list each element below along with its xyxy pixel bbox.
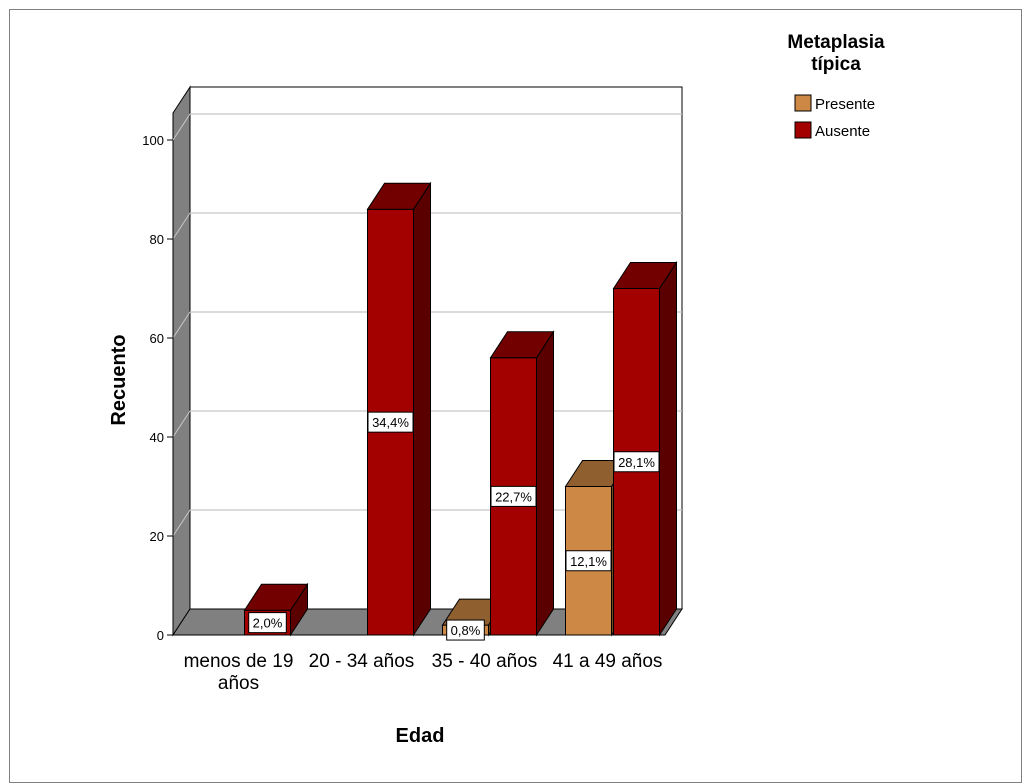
data-label-text: 34,4% — [372, 415, 409, 430]
gridline-side — [172, 509, 191, 537]
data-label-text: 2,0% — [253, 616, 283, 631]
data-label: 34,4% — [367, 411, 414, 433]
data-label-box — [446, 619, 485, 641]
bar-ausente — [612, 260, 678, 637]
bar-ausente-side — [659, 260, 677, 637]
legend-swatch — [794, 94, 812, 112]
y-axis-title: Recuento — [108, 334, 130, 425]
legend-title: típica — [811, 54, 861, 75]
bar-ausente-top — [243, 583, 309, 611]
data-label: 2,0% — [248, 612, 287, 634]
x-tick-label: años — [218, 673, 259, 694]
left-side-wall — [172, 85, 191, 637]
data-label-box — [565, 550, 612, 572]
data-label: 22,7% — [490, 485, 537, 507]
y-tick-label: 100 — [142, 133, 164, 148]
gridline-side — [172, 311, 191, 339]
bar-ausente — [489, 330, 555, 637]
x-tick-label: 35 - 40 años — [432, 651, 538, 672]
y-tick-label: 0 — [157, 628, 164, 643]
data-label-text: 0,8% — [451, 623, 481, 638]
x-axis-title: Edad — [396, 725, 445, 747]
gridline-side — [172, 212, 191, 240]
legend-swatch — [794, 121, 812, 139]
data-label-text: 28,1% — [618, 455, 655, 470]
y-tick-label: 80 — [150, 232, 164, 247]
gridline-side — [172, 113, 191, 141]
x-tick-label: menos de 19 — [184, 651, 294, 672]
x-tick-label: 41 a 49 años — [553, 651, 663, 672]
bar-ausente-top — [366, 182, 432, 210]
bar-ausente-top — [489, 331, 555, 359]
data-label: 12,1% — [565, 550, 612, 572]
legend-entry: Ausente — [815, 123, 870, 140]
y-tick-label: 40 — [150, 430, 164, 445]
data-label-box — [367, 411, 414, 433]
bar-ausente-side — [536, 330, 554, 637]
data-label-box — [248, 612, 287, 634]
data-label-box — [490, 485, 537, 507]
data-label-text: 12,1% — [570, 554, 607, 569]
bar-ausente-side — [413, 181, 431, 637]
data-label-text: 22,7% — [495, 489, 532, 504]
legend-title: Metaplasia — [787, 32, 885, 53]
data-label: 0,8% — [446, 619, 485, 641]
gridline-side — [172, 410, 191, 438]
y-tick-label: 20 — [150, 529, 164, 544]
data-label: 28,1% — [613, 451, 660, 473]
legend-entry: Presente — [815, 96, 875, 113]
bar-ausente — [366, 181, 432, 637]
x-tick-label: 20 - 34 años — [309, 651, 415, 672]
bar-ausente-top — [612, 262, 678, 289]
y-tick-label: 60 — [150, 331, 164, 346]
data-label-box — [613, 451, 660, 473]
